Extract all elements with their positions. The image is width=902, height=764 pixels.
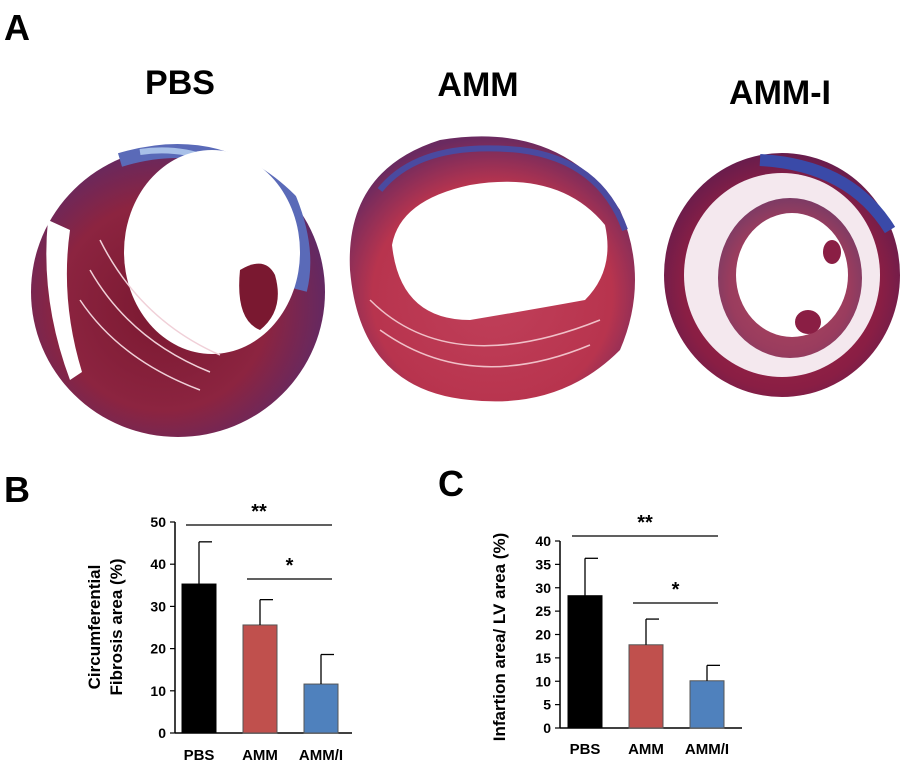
y-tick-label: 5 — [543, 697, 551, 713]
bar-ammi — [303, 683, 339, 734]
x-category-label: PBS — [184, 747, 215, 764]
bar-amm — [242, 624, 278, 734]
y-tick-label: 30 — [535, 580, 551, 596]
y-tick-label: 50 — [150, 514, 166, 530]
x-category-label: AMM — [628, 741, 664, 758]
panel-letter-a: A — [4, 7, 30, 48]
significance-marker: ** — [251, 501, 267, 523]
y-axis-title: Circumferential Fibrosis area (%) — [85, 559, 126, 696]
x-category-label: PBS — [570, 741, 601, 758]
y-tick-label: 15 — [535, 650, 551, 666]
panel-letter-c: C — [438, 463, 464, 504]
ammi-heart-section — [664, 153, 900, 397]
y-tick-label: 25 — [535, 603, 551, 619]
x-category-label: AMM/I — [299, 747, 343, 764]
significance-marker: * — [286, 555, 294, 577]
y-tick-label: 40 — [535, 533, 551, 549]
y-axis-title-line2: Fibrosis area (%) — [107, 559, 126, 696]
y-tick-label: 0 — [158, 725, 166, 741]
amm-image-title: AMM — [437, 66, 519, 104]
significance-marker: * — [672, 579, 680, 601]
y-tick-label: 10 — [150, 683, 166, 699]
y-tick-label: 20 — [150, 641, 166, 657]
y-tick-label: 0 — [543, 720, 551, 736]
significance-marker: ** — [637, 512, 653, 534]
bar-pbs — [181, 583, 217, 734]
amm-heart-section — [349, 136, 635, 402]
y-tick-label: 35 — [535, 556, 551, 572]
y-tick-label: 40 — [150, 556, 166, 572]
y-axis-title: Infartion area/ LV area (%) — [490, 533, 509, 741]
y-tick-label: 30 — [150, 598, 166, 614]
y-tick-label: 10 — [535, 673, 551, 689]
y-axis-title-line1: Circumferential — [85, 565, 104, 690]
x-category-label: AMM/I — [685, 741, 729, 758]
bar-amm — [628, 644, 664, 729]
ammi-image-title: AMM-I — [729, 74, 831, 112]
x-category-label: AMM — [242, 747, 278, 764]
y-tick-label: 20 — [535, 627, 551, 643]
pbs-heart-section — [31, 144, 325, 437]
bar-pbs — [567, 595, 603, 729]
bar-ammi — [689, 680, 725, 729]
panel-letter-b: B — [4, 469, 30, 510]
pbs-image-title: PBS — [145, 64, 215, 102]
